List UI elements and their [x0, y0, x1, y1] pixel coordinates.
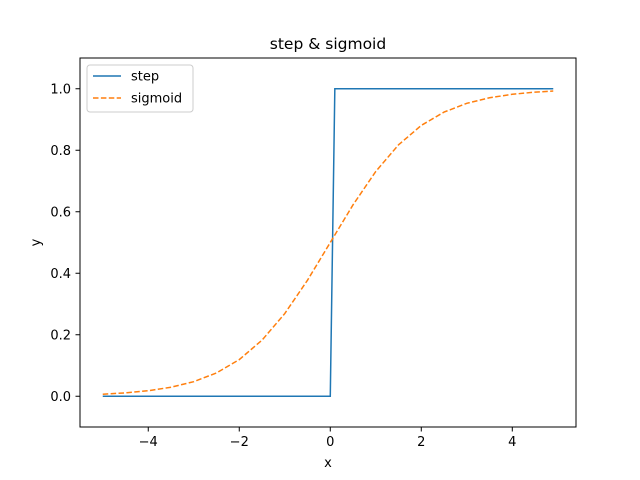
x-tick-label: 4: [508, 435, 516, 450]
chart-title: step & sigmoid: [270, 35, 386, 53]
y-tick-label: 0.2: [50, 328, 71, 343]
y-axis-ticks: 0.0 0.2 0.4 0.6 0.8 1.0: [50, 82, 80, 405]
y-tick-label: 0.4: [50, 267, 71, 282]
x-axis-label: x: [324, 456, 332, 471]
legend-label-step: step: [131, 70, 159, 85]
axes-frame: [79, 57, 577, 428]
plot-area: [102, 88, 554, 397]
x-tick-label: 0: [326, 435, 334, 450]
y-tick-label: 0.0: [50, 390, 71, 405]
y-tick-label: 0.6: [50, 205, 71, 220]
y-tick-label: 0.8: [50, 144, 71, 159]
legend: step sigmoid: [86, 64, 194, 113]
y-axis-label: y: [29, 238, 44, 246]
y-tick-label: 1.0: [50, 82, 71, 97]
series-line-sigmoid: [102, 90, 554, 395]
x-tick-label: −4: [139, 435, 158, 450]
series-line-step: [102, 88, 554, 397]
x-tick-label: −2: [230, 435, 249, 450]
x-axis-ticks: −4 −2 0 2 4: [139, 427, 516, 450]
x-tick-label: 2: [417, 435, 425, 450]
legend-label-sigmoid: sigmoid: [131, 92, 182, 107]
